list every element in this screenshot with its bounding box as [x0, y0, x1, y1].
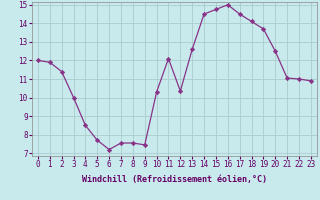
- X-axis label: Windchill (Refroidissement éolien,°C): Windchill (Refroidissement éolien,°C): [82, 175, 267, 184]
